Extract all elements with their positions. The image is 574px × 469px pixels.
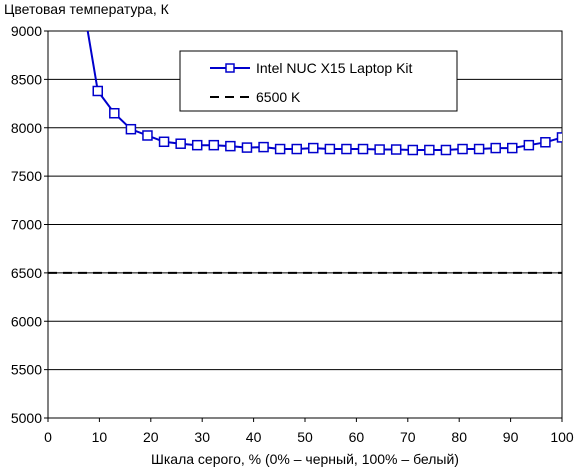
legend-label-6500: 6500 K <box>256 89 301 105</box>
series-point-nuc-3 <box>125 123 137 135</box>
series-point-nuc-25 <box>490 142 501 154</box>
y-tick-label-7000: 7000 <box>11 217 42 233</box>
series-point-nuc-24 <box>473 143 485 155</box>
x-tick-label-20: 20 <box>143 429 159 445</box>
series-point-nuc-20 <box>407 144 419 156</box>
series-point-nuc-4 <box>142 130 153 141</box>
series-point-nuc-2 <box>109 107 120 119</box>
series-point-nuc-18 <box>374 144 385 155</box>
x-tick-label-0: 0 <box>44 429 52 445</box>
y-axis-title: Цветовая температура, К <box>4 1 170 17</box>
series-point-nuc-6 <box>175 138 186 149</box>
series-point-nuc-21 <box>424 144 435 156</box>
series-point-nuc-9 <box>225 140 236 152</box>
x-tick-label-100: 100 <box>550 429 574 445</box>
y-tick-label-9000: 9000 <box>11 23 42 39</box>
y-tick-label-8000: 8000 <box>11 120 42 136</box>
series-point-nuc-16 <box>341 143 352 155</box>
series-point-nuc-23 <box>457 143 468 155</box>
series-point-nuc-28 <box>540 137 551 148</box>
legend-label-nuc: Intel NUC X15 Laptop Kit <box>256 60 413 76</box>
x-tick-label-70: 70 <box>400 429 416 445</box>
series-point-nuc-29 <box>556 132 562 143</box>
legend: Intel NUC X15 Laptop Kit 6500 K <box>179 50 458 112</box>
x-tick-label-40: 40 <box>246 429 262 445</box>
series-point-nuc-22 <box>440 144 452 156</box>
series-point-nuc-1 <box>92 85 104 97</box>
series-point-nuc-13 <box>291 143 302 155</box>
x-tick-label-10: 10 <box>92 429 108 445</box>
x-axis-title: Шкала серого, % (0% – черный, 100% – бел… <box>151 451 459 467</box>
series-point-nuc-27 <box>523 139 535 151</box>
y-tick-label-5000: 5000 <box>11 410 42 426</box>
series-point-nuc-10 <box>241 142 253 153</box>
series-point-nuc-7 <box>191 139 203 151</box>
y-tick-label-8500: 8500 <box>11 71 42 87</box>
legend-marker-nuc <box>225 63 235 73</box>
series-point-nuc-17 <box>357 143 369 155</box>
x-tick-label-80: 80 <box>451 429 467 445</box>
y-tick-label-6000: 6000 <box>11 313 42 329</box>
y-tick-label-7500: 7500 <box>11 168 42 184</box>
series-point-nuc-5 <box>158 136 170 148</box>
series-point-nuc-14 <box>308 142 319 154</box>
series-point-nuc-26 <box>506 142 518 154</box>
x-tick-label-60: 60 <box>349 429 365 445</box>
series-point-nuc-19 <box>390 144 402 155</box>
legend-box <box>179 50 458 112</box>
y-tick-label-6500: 6500 <box>11 265 42 281</box>
series-point-nuc-8 <box>208 139 220 151</box>
x-tick-label-90: 90 <box>503 429 519 445</box>
x-tick-label-50: 50 <box>297 429 313 445</box>
series-point-nuc-12 <box>274 143 286 155</box>
series-point-nuc-15 <box>324 143 336 155</box>
y-tick-label-5500: 5500 <box>11 362 42 378</box>
series-point-nuc-11 <box>258 141 269 153</box>
x-tick-label-30: 30 <box>194 429 210 445</box>
